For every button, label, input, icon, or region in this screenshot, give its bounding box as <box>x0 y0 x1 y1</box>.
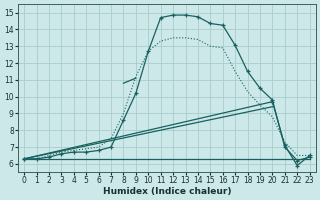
X-axis label: Humidex (Indice chaleur): Humidex (Indice chaleur) <box>103 187 231 196</box>
